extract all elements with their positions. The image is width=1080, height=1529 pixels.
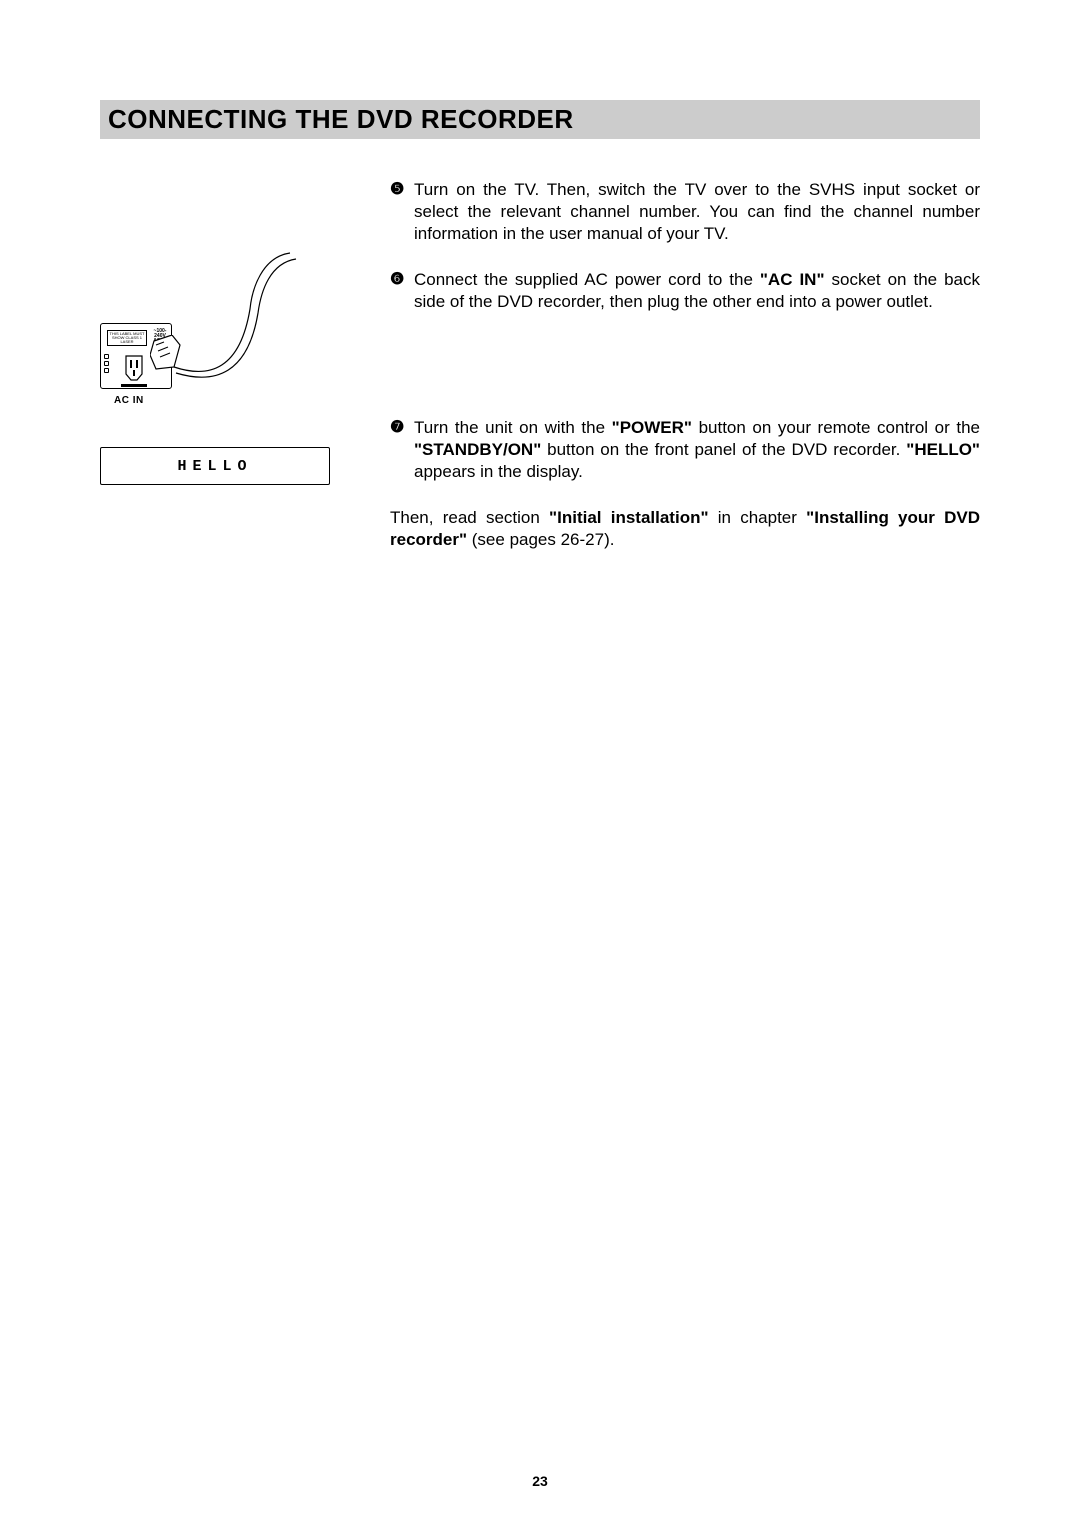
closing-pre: Then, read section [390, 508, 549, 527]
step-6-bold-acin: "AC IN" [760, 270, 825, 289]
page: CONNECTING THE DVD RECORDER THIS LABEL M… [0, 0, 1080, 1529]
step-7-bold-hello: "HELLO" [906, 440, 980, 459]
closing-bold1: "Initial installation" [549, 508, 708, 527]
page-number: 23 [0, 1473, 1080, 1489]
step-7-bullet-icon: ❼ [390, 417, 414, 483]
port-dots-icon [104, 354, 110, 378]
power-plug-icon [150, 335, 182, 371]
section-title-bar: CONNECTING THE DVD RECORDER [100, 100, 980, 139]
step-7-mid2: button on the front panel of the DVD rec… [541, 440, 906, 459]
step-7-post: appears in the display. [414, 462, 583, 481]
step-5-text: Turn on the TV. Then, switch the TV over… [414, 179, 980, 245]
step-6-text: Connect the supplied AC power cord to th… [414, 269, 980, 313]
step-7: ❼ Turn the unit on with the "POWER" butt… [390, 417, 980, 483]
front-display-box: HELLO [100, 447, 330, 485]
figure-column: THIS LABEL MUST SHOW CLASS 1 LASER ~100-… [100, 179, 370, 551]
ac-in-caption: AC IN [114, 395, 144, 406]
step-7-bold-power: "POWER" [612, 418, 692, 437]
step-7-pre: Turn the unit on with the [414, 418, 612, 437]
instructions-column: ❺ Turn on the TV. Then, switch the TV ov… [370, 179, 980, 551]
front-display-text: HELLO [177, 458, 252, 475]
step-7-bold-standby: "STANDBY/ON" [414, 440, 541, 459]
step-5-bullet-icon: ❺ [390, 179, 414, 245]
step-6: ❻ Connect the supplied AC power cord to … [390, 269, 980, 313]
content-area: THIS LABEL MUST SHOW CLASS 1 LASER ~100-… [100, 179, 980, 551]
section-title: CONNECTING THE DVD RECORDER [108, 104, 574, 134]
step-6-pre: Connect the supplied AC power cord to th… [414, 270, 760, 289]
warning-label-line2: SHOW CLASS 1 LASER [109, 336, 145, 344]
ac-connection-diagram: THIS LABEL MUST SHOW CLASS 1 LASER ~100-… [100, 249, 330, 429]
closing-mid: in chapter [709, 508, 807, 527]
warning-label-box: THIS LABEL MUST SHOW CLASS 1 LASER [107, 330, 147, 346]
closing-paragraph: Then, read section "Initial installation… [390, 507, 980, 551]
closing-post: (see pages 26-27). [467, 530, 614, 549]
step-5-body: Turn on the TV. Then, switch the TV over… [414, 180, 980, 243]
iec-socket-icon [123, 354, 145, 382]
step-7-mid1: button on your remote control or the [692, 418, 980, 437]
step-7-text: Turn the unit on with the "POWER" button… [414, 417, 980, 483]
bar-icon [121, 384, 147, 387]
spacer [390, 337, 980, 417]
step-6-bullet-icon: ❻ [390, 269, 414, 313]
step-5: ❺ Turn on the TV. Then, switch the TV ov… [390, 179, 980, 245]
